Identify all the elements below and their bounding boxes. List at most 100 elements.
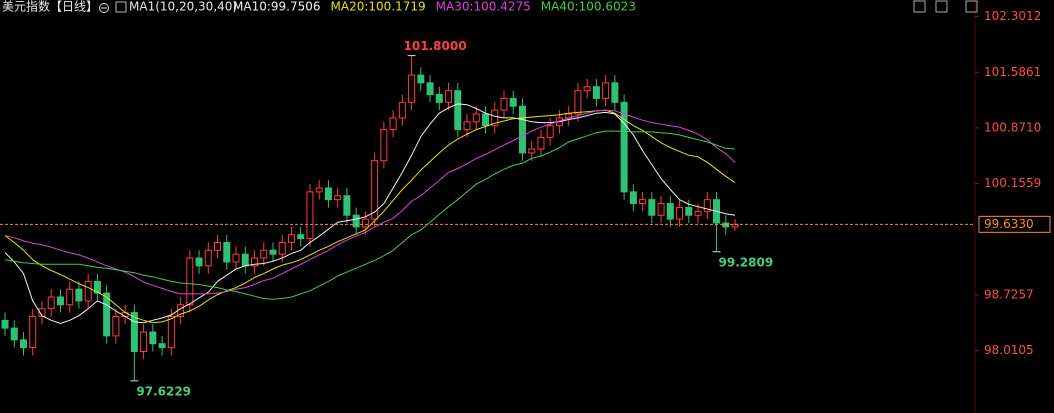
candle-body	[10, 327, 18, 341]
candle-body	[592, 86, 600, 99]
candle-body	[167, 315, 175, 349]
candle-body	[140, 331, 148, 352]
ma-line	[4, 130, 736, 300]
candle-body	[324, 187, 332, 201]
candle-body	[435, 94, 443, 103]
candle-body	[417, 74, 425, 84]
legend-entry: MA30:100.4275	[436, 0, 531, 14]
candle-body	[454, 90, 462, 131]
candle-body	[1, 319, 9, 329]
window-button[interactable]	[913, 0, 926, 13]
candle-body	[287, 234, 295, 243]
indicator-name: MA1(10,20,30,40)	[129, 0, 237, 14]
candle-body	[694, 210, 702, 216]
candle-body	[629, 191, 637, 205]
current-price-box	[978, 215, 1051, 233]
candle-body	[306, 191, 314, 240]
candle-body	[75, 288, 83, 302]
candle-body	[482, 113, 490, 127]
candle-body	[84, 280, 92, 302]
candle-body	[371, 160, 379, 220]
candle-body	[583, 86, 591, 92]
candle-body	[722, 222, 730, 228]
ma-line	[4, 109, 736, 324]
extreme-label: 101.8000	[404, 39, 467, 53]
y-tick-label: 101.5861	[984, 65, 1041, 79]
candle-body	[352, 214, 360, 228]
candle-body	[389, 117, 397, 131]
candle-body	[648, 199, 656, 216]
candle-body	[676, 206, 684, 220]
candle-body	[214, 241, 222, 251]
candle-body	[343, 195, 351, 216]
candle-body	[195, 257, 203, 267]
candle-body	[639, 199, 647, 205]
candle-body	[204, 249, 212, 267]
candle-body	[186, 257, 194, 306]
candle-body	[93, 280, 101, 294]
candle-body	[408, 74, 416, 103]
candle-body	[38, 308, 46, 317]
candle-body	[602, 82, 610, 99]
candle-body	[574, 90, 582, 115]
legend-entry: MA20:100.1719	[331, 0, 426, 14]
candle-body	[426, 82, 434, 96]
ma-line	[4, 109, 736, 295]
y-tick-label: 98.7257	[984, 287, 1034, 301]
candle-body	[546, 125, 554, 138]
candle-body	[260, 249, 268, 259]
y-tick-label: 100.1559	[984, 176, 1041, 190]
toggle-icon[interactable]	[99, 3, 109, 13]
candle-body	[47, 296, 55, 310]
candle-body	[666, 203, 674, 220]
chart-title: 美元指数【日线】	[2, 0, 98, 14]
current-price-label: 99.6330	[984, 217, 1034, 231]
ma-line	[4, 103, 736, 325]
candle-body	[537, 136, 545, 150]
candle-body	[315, 187, 323, 193]
candle-body	[657, 203, 665, 216]
candle-body	[685, 206, 693, 216]
legend-entry: MA10:99.7506	[233, 0, 321, 14]
candle-body	[269, 249, 277, 255]
candle-body	[232, 253, 240, 263]
candle-body	[620, 101, 628, 193]
y-tick-label: 100.8710	[984, 120, 1041, 134]
candle-body	[56, 296, 64, 306]
y-tick-label: 102.3012	[984, 9, 1041, 23]
candle-body	[149, 331, 157, 345]
candle-body	[334, 195, 342, 201]
candle-body	[398, 101, 406, 119]
candle-body	[297, 234, 305, 240]
candle-body	[611, 82, 619, 103]
y-tick-label: 98.0105	[984, 343, 1034, 357]
indicator-icon[interactable]	[115, 1, 127, 13]
candle-body	[491, 109, 499, 127]
window-button[interactable]	[935, 0, 948, 13]
extreme-label: 97.6229	[136, 384, 191, 398]
candle-body	[112, 315, 120, 337]
candle-body	[472, 113, 480, 123]
candle-body	[445, 90, 453, 103]
candle-body	[518, 105, 526, 154]
candle-body	[278, 241, 286, 255]
candle-body	[528, 148, 536, 154]
candle-body	[241, 253, 249, 267]
candle-body	[380, 129, 388, 162]
candle-body	[361, 218, 369, 228]
candle-body	[463, 121, 471, 131]
candle-body	[509, 97, 517, 107]
legend-entry: MA40:100.6023	[541, 0, 636, 14]
candle-body	[19, 339, 27, 349]
candle-body	[703, 199, 711, 212]
candle-body	[130, 312, 138, 352]
candle-body	[66, 288, 74, 306]
candle-body	[103, 292, 111, 337]
candle-body	[250, 257, 258, 267]
window-button[interactable]	[965, 0, 978, 13]
candle-body	[223, 241, 231, 263]
candle-body	[29, 315, 37, 349]
